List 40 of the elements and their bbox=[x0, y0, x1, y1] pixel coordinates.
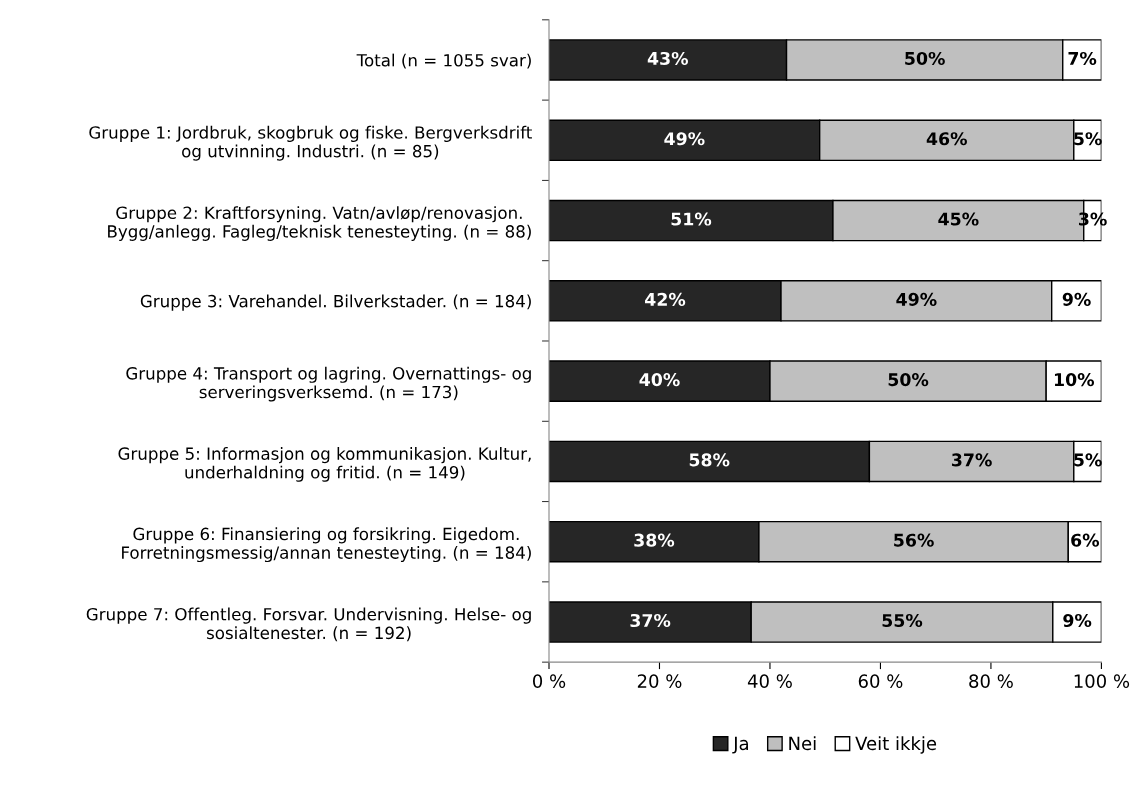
data-label: 46% bbox=[926, 132, 967, 146]
legend-label: Ja bbox=[732, 736, 748, 754]
data-label: 38% bbox=[634, 533, 675, 547]
legend-label: Veit ikkje bbox=[855, 736, 937, 754]
x-tick-label: 0 % bbox=[533, 674, 566, 688]
y-tick-label: Total (n = 1055 svar) bbox=[356, 53, 531, 69]
y-tick-label: Gruppe 3: Varehandel. Bilverkstader. (n = 184) bbox=[140, 294, 531, 311]
data-label: 55% bbox=[882, 613, 923, 628]
data-label: 40% bbox=[639, 373, 680, 387]
data-label: 37% bbox=[951, 453, 992, 467]
data-label: 7% bbox=[1068, 51, 1097, 66]
data-label: 5% bbox=[1074, 453, 1102, 467]
data-label: 42% bbox=[645, 292, 686, 306]
x-tick-label: 20 % bbox=[637, 674, 682, 688]
data-label: 6% bbox=[1071, 533, 1100, 547]
data-label: 49% bbox=[664, 132, 705, 146]
data-label: 9% bbox=[1063, 613, 1092, 628]
data-label: 9% bbox=[1062, 292, 1091, 306]
y-tick-label: Gruppe 6: Finansiering og forsikring. Eigedom. Forretningsmessig/annan tenesteyting. (n = 184) bbox=[122, 527, 531, 563]
x-tick-label: 80 % bbox=[969, 674, 1013, 688]
data-label: 5% bbox=[1074, 132, 1102, 146]
data-label: 43% bbox=[647, 51, 688, 66]
data-label: 49% bbox=[896, 292, 937, 306]
x-tick-label: 60 % bbox=[858, 674, 903, 688]
x-tick-label: 40 % bbox=[747, 674, 792, 688]
y-tick-label: Gruppe 7: Offentleg. Forsvar. Undervisning. Helse- og sosialtenester. (n = 192) bbox=[86, 607, 531, 642]
data-label: 50% bbox=[905, 51, 945, 66]
x-tick-label: 100 % bbox=[1074, 674, 1130, 688]
data-label: 51% bbox=[671, 212, 712, 226]
data-label: 37% bbox=[630, 613, 671, 628]
y-tick-label: Gruppe 5: Informasjon og kommunikasjon. Kultur, underhaldning og fritid. (n = 149) bbox=[118, 447, 531, 482]
data-label: 56% bbox=[894, 533, 934, 547]
data-label: 45% bbox=[938, 212, 979, 226]
data-label: 10% bbox=[1054, 373, 1095, 387]
y-tick-label: Gruppe 2: Kraftforsyning. Vatn/avløp/renovasjon. Bygg/anlegg. Fagleg/teknisk tenesteyting. (n = 88) bbox=[108, 206, 531, 241]
data-label: 50% bbox=[888, 373, 929, 387]
y-tick-label: Gruppe 4: Transport og lagring. Overnattings- og serveringsverksemd. (n = 173) bbox=[126, 366, 531, 402]
y-tick-label: Gruppe 1: Jordbruk, skogbruk og fiske. Bergverksdrift og utvinning. Industri. (n = 85) bbox=[89, 125, 532, 161]
data-label: 58% bbox=[689, 453, 730, 467]
legend-label: Nei bbox=[789, 736, 816, 751]
